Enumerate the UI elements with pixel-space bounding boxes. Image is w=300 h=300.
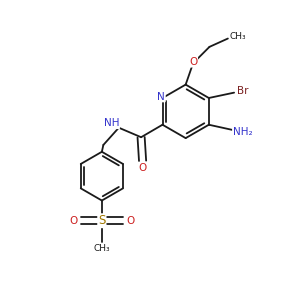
Text: O: O — [139, 163, 147, 172]
Text: O: O — [70, 216, 78, 226]
Text: S: S — [98, 214, 106, 227]
Text: NH₂: NH₂ — [233, 127, 253, 136]
Text: CH₃: CH₃ — [230, 32, 247, 41]
Text: N: N — [157, 92, 165, 101]
Text: Br: Br — [237, 86, 248, 96]
Text: O: O — [189, 57, 197, 67]
Text: O: O — [126, 216, 134, 226]
Text: CH₃: CH₃ — [94, 244, 110, 253]
Text: NH: NH — [103, 118, 119, 128]
